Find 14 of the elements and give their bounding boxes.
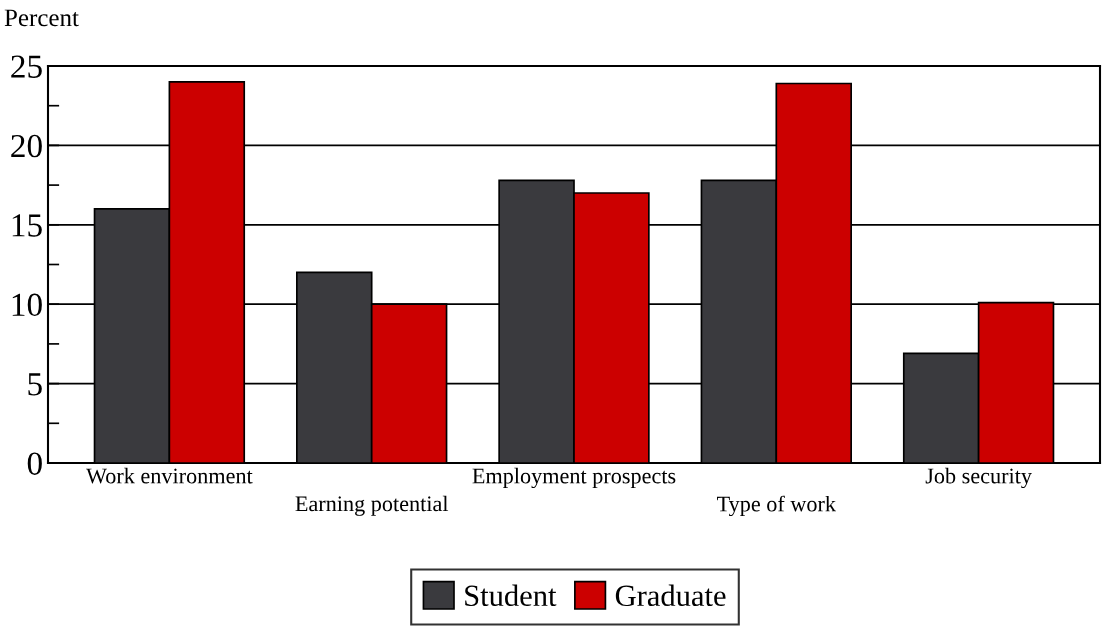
- x-tick-label: Earning potential: [295, 495, 449, 516]
- x-tick-label: Type of work: [717, 495, 837, 517]
- y-tick-label: 20: [11, 134, 42, 158]
- y-tick-label: 25: [11, 55, 42, 78]
- y-tick-label: 10: [12, 293, 42, 317]
- x-tick-label: Job security: [925, 467, 1032, 489]
- legend-label: Graduate: [615, 584, 726, 607]
- x-tick-label: Employment prospects: [472, 467, 676, 489]
- y-tick-label: 0: [27, 452, 42, 475]
- legend-label: Student: [465, 584, 557, 607]
- y-axis-title: Percent: [4, 9, 79, 27]
- x-tick-label: Work environment: [86, 467, 253, 484]
- y-tick-label: 15: [12, 214, 42, 237]
- y-tick-label: 5: [28, 373, 42, 396]
